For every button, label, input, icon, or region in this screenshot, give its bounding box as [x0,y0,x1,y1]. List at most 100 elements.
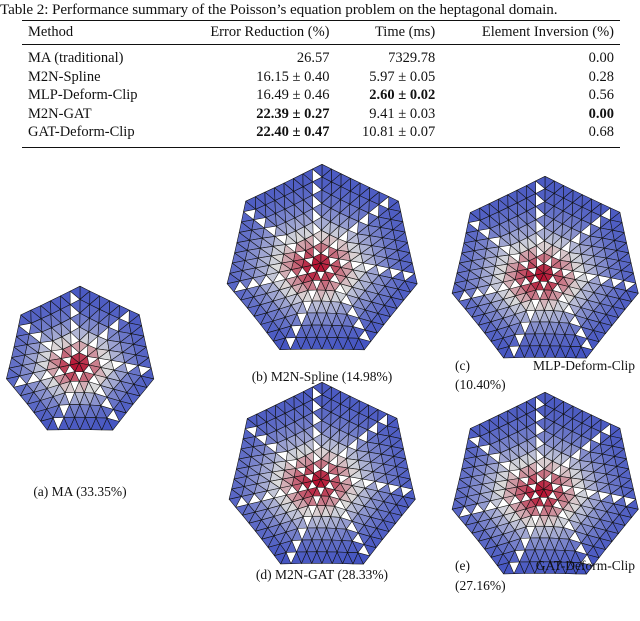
cell-inversion: 0.28 [588,68,614,85]
mesh-element [248,511,262,524]
mesh-element [572,410,583,424]
mesh-element [516,189,527,204]
mesh-element [321,411,332,426]
mesh-element [331,173,342,187]
mesh-element [535,456,545,470]
mesh-element [8,365,23,377]
mesh-element [33,400,48,413]
mesh-element [40,318,52,333]
mesh-element [356,450,370,461]
mesh-element [570,346,582,359]
mesh-element [496,337,510,350]
mesh-element [376,433,390,445]
mesh-element [312,433,322,448]
mesh-element [498,198,509,212]
mesh-element [13,344,28,356]
mesh-element [389,504,403,516]
cell-time: 5.97 ± 0.05 [369,68,436,85]
mesh-element [26,391,41,405]
mesh-element [320,450,330,464]
mesh-element [266,421,277,435]
mesh-element [580,515,594,528]
mesh-element [11,354,26,366]
mesh-element [238,456,252,468]
mesh-element [388,208,402,220]
mesh-element [507,422,519,437]
mesh-element [382,463,397,475]
mesh-element [264,204,276,218]
mesh-element [236,466,250,477]
mesh-element [286,438,297,452]
mesh-element [377,304,391,317]
mesh-element [479,490,494,502]
mesh-element [535,176,546,189]
mesh-element [267,516,281,529]
mesh-element [535,214,546,229]
mesh-element [285,501,299,514]
mesh-element [291,491,304,503]
mesh-element [358,309,372,322]
mesh-element [260,312,274,325]
mesh-element [554,549,566,563]
table-row: M2N-GAT 22.39 ± 0.27 9.41 ± 0.03 0.00 [22,105,620,124]
mesh-element [312,381,323,396]
mesh-element [330,516,341,529]
mesh-element [261,236,276,247]
mesh-element [527,237,537,250]
mesh-element [330,416,341,431]
mesh-element [603,247,617,259]
mesh-element [126,383,141,397]
mesh-element [544,448,554,462]
mesh-element [580,281,595,293]
mesh-element [263,452,277,463]
mesh-element [380,453,394,465]
mesh-element [570,477,584,488]
mesh-element [396,496,409,508]
mesh-element [397,249,411,261]
mesh-element [351,513,365,526]
mesh-element [330,199,341,214]
mesh-element [548,299,558,312]
mesh-element [351,495,365,507]
cell-inversion: 0.00 [588,105,614,122]
mesh-element [469,483,483,495]
mesh-element [386,257,401,269]
mesh-element [70,326,80,342]
mesh-element [79,404,91,418]
mesh-element [385,473,399,485]
mesh-element [397,280,411,293]
mesh-element [595,481,609,492]
mesh-element [463,240,477,251]
mesh-element [536,252,545,265]
mesh-element [525,185,537,199]
mesh-element [311,324,323,338]
mesh-element [478,529,492,542]
mesh-element [466,277,481,288]
mesh-element [71,352,80,364]
mesh-element [563,189,574,203]
mesh-element [469,267,483,279]
mesh-element [384,296,398,309]
mesh-element [536,479,545,490]
mesh-element [586,310,601,323]
mesh-element [571,219,582,233]
mesh-element [539,561,551,574]
mesh-element [321,221,331,235]
mesh-element [384,247,398,259]
mesh-element [368,191,380,205]
mesh-element [371,245,385,256]
mesh-element [536,263,545,274]
mesh-element [579,244,593,255]
mesh-element [312,216,322,231]
mesh-element [526,440,537,454]
mesh-element [273,504,287,517]
mesh-element [490,507,504,520]
mesh-element [390,288,405,301]
mesh-element [471,521,485,534]
mesh-element [276,429,287,444]
table-row: GAT-Deform-Clip 22.40 ± 0.47 10.81 ± 0.07 0… [22,123,620,147]
mesh-element [397,476,411,487]
mesh-element [364,301,379,314]
mesh-element [539,345,551,358]
mesh-element [517,228,528,242]
